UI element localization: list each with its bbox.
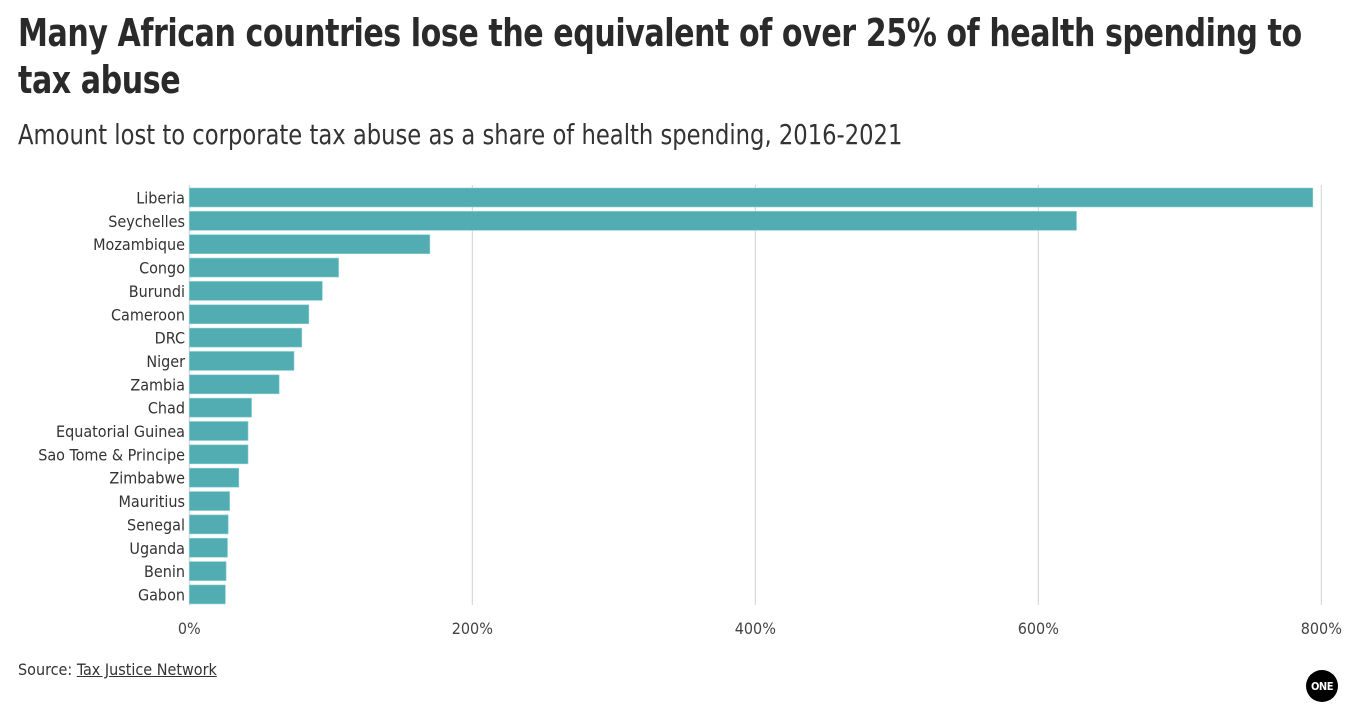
bar-benin	[189, 561, 227, 581]
category-label: Burundi	[129, 282, 185, 301]
bar-zambia	[189, 374, 280, 395]
x-tick-label: 0%	[178, 619, 201, 638]
category-label: Zambia	[130, 375, 185, 394]
category-label: Seychelles	[108, 212, 185, 231]
category-label: Mozambique	[93, 235, 185, 254]
bar-senegal	[189, 514, 229, 535]
x-tick-labels: 0% 200% 400% 600% 800%	[178, 619, 1342, 638]
bar-burundi	[189, 281, 323, 301]
category-label: Congo	[139, 259, 185, 278]
category-label: Benin	[144, 562, 185, 581]
gridlines	[188, 185, 1322, 605]
category-label: Mauritius	[118, 492, 185, 511]
bar-niger	[189, 351, 295, 371]
bar-seychelles	[189, 211, 1077, 231]
bar-equatorial-guinea	[189, 421, 249, 441]
x-tick-label: 800%	[1301, 619, 1342, 638]
bar-chad	[189, 397, 252, 418]
category-label: Senegal	[127, 515, 185, 534]
bar-gabon	[189, 584, 226, 605]
bar-congo	[189, 257, 339, 278]
one-logo: ONE	[1306, 670, 1338, 702]
bar-zimbabwe	[189, 467, 240, 488]
source-link[interactable]: Tax Justice Network	[76, 660, 217, 679]
logo-text: ONE	[1311, 679, 1333, 693]
source-prefix: Source:	[18, 660, 77, 679]
category-label: Chad	[148, 399, 185, 418]
bars	[189, 187, 1314, 605]
x-tick-label: 600%	[1018, 619, 1059, 638]
x-tick-label: 200%	[452, 619, 493, 638]
category-labels: Liberia Seychelles Mozambique Congo Burundi C…	[38, 189, 185, 605]
category-label: Liberia	[136, 189, 185, 208]
x-tick-label: 400%	[735, 619, 776, 638]
bar-mozambique	[189, 234, 431, 254]
category-label: Sao Tome & Principe	[38, 445, 185, 464]
category-label: Uganda	[129, 539, 185, 558]
bar-cameroon	[189, 304, 310, 325]
category-label: Cameroon	[111, 305, 185, 324]
bar-drc	[189, 327, 303, 348]
chart-title: Many African countries lose the equivale…	[18, 11, 1302, 102]
bar-liberia	[189, 187, 1314, 208]
category-label: Niger	[146, 352, 185, 371]
chart-subtitle: Amount lost to corporate tax abuse as a …	[18, 118, 903, 151]
bar-sao-tome-principe	[189, 444, 249, 465]
category-label: Gabon	[138, 585, 185, 604]
category-label: Equatorial Guinea	[56, 422, 185, 441]
category-label: Zimbabwe	[109, 469, 185, 488]
bar-uganda	[189, 537, 228, 558]
source-note: Source: Tax Justice Network	[18, 660, 217, 679]
category-label: DRC	[155, 329, 185, 348]
bar-mauritius	[189, 491, 230, 511]
